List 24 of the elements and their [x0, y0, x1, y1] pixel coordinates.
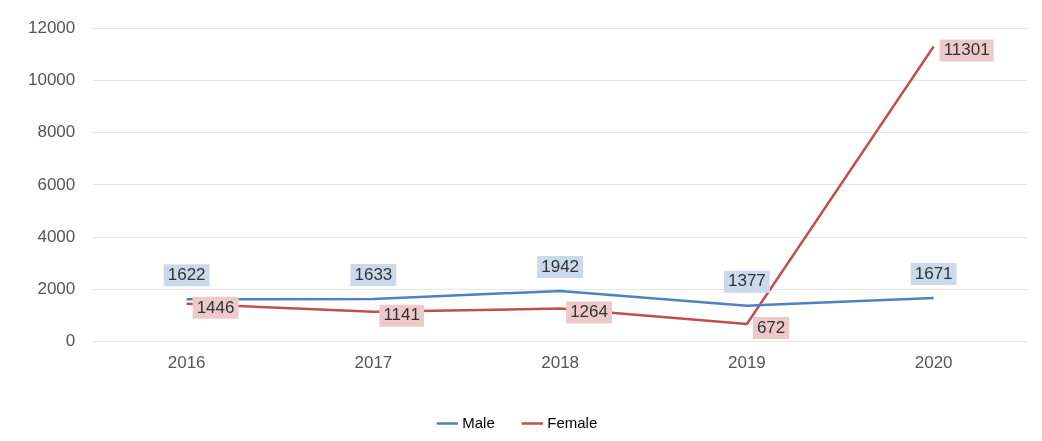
data-label: 1942: [541, 256, 580, 276]
legend-label: Female: [547, 413, 598, 431]
y-tick-label: 4000: [37, 226, 76, 246]
data-label: 1633: [354, 264, 393, 284]
legend-label: Male: [462, 413, 495, 431]
data-label: 1377: [727, 271, 766, 291]
y-tick-label: 0: [65, 331, 76, 351]
x-tick-label: 2018: [541, 353, 580, 373]
x-tick-label: 2019: [727, 353, 766, 373]
data-label: 1622: [167, 264, 206, 284]
data-label: 672: [756, 317, 786, 337]
y-tick-label: 8000: [37, 122, 76, 142]
y-tick-label: 2000: [37, 279, 76, 299]
data-label: 1446: [196, 297, 235, 317]
y-tick-label: 10000: [27, 70, 76, 90]
x-tick-label: 2016: [167, 353, 206, 373]
data-label: 1264: [570, 302, 608, 322]
data-label: 1141: [383, 305, 420, 325]
y-tick-label: 12000: [27, 17, 76, 37]
x-tick-label: 2017: [354, 353, 393, 373]
data-label: 1671: [914, 263, 953, 283]
data-label: 11301: [943, 40, 990, 60]
x-tick-label: 2020: [914, 353, 953, 373]
y-tick-label: 6000: [37, 174, 76, 194]
